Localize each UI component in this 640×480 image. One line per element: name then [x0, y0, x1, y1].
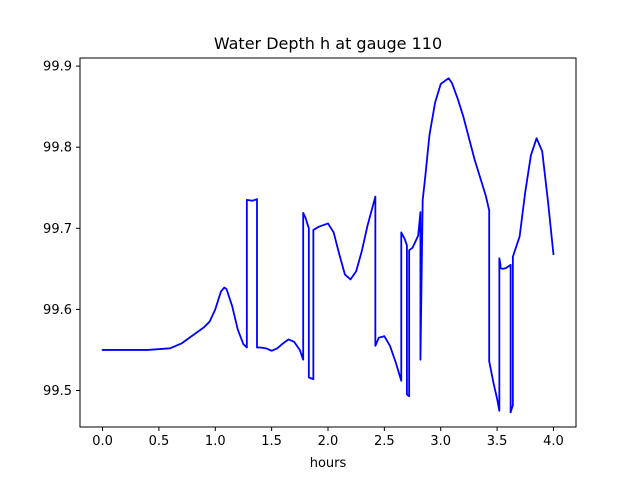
series-line [101, 77, 555, 414]
x-tick-label: 3.0 [430, 434, 451, 449]
x-axis-ticks: 0.0 0.5 1.0 1.5 2.0 2.5 3.0 3.5 4.0 [92, 427, 564, 449]
x-tick-label: 2.5 [374, 434, 395, 449]
x-tick-label: 0.0 [92, 434, 113, 449]
chart-title: Water Depth h at gauge 110 [214, 34, 442, 53]
series-layer [101, 77, 555, 414]
x-tick-label: 1.5 [261, 434, 282, 449]
x-axis-label: hours [310, 456, 347, 471]
x-tick-label: 1.0 [205, 434, 226, 449]
x-tick-label: 4.0 [543, 434, 564, 449]
plot-frame [79, 57, 577, 428]
y-axis-ticks: 99.5 99.6 99.7 99.8 99.9 [43, 60, 80, 399]
y-tick-label: 99.6 [43, 303, 72, 318]
x-tick-label: 2.0 [318, 434, 339, 449]
y-tick-label: 99.5 [43, 384, 72, 399]
y-tick-label: 99.8 [43, 141, 72, 156]
x-tick-label: 3.5 [487, 434, 508, 449]
y-tick-label: 99.7 [43, 222, 72, 237]
plot-area [80, 58, 576, 427]
x-tick-label: 0.5 [149, 434, 170, 449]
y-tick-label: 99.9 [43, 60, 72, 75]
